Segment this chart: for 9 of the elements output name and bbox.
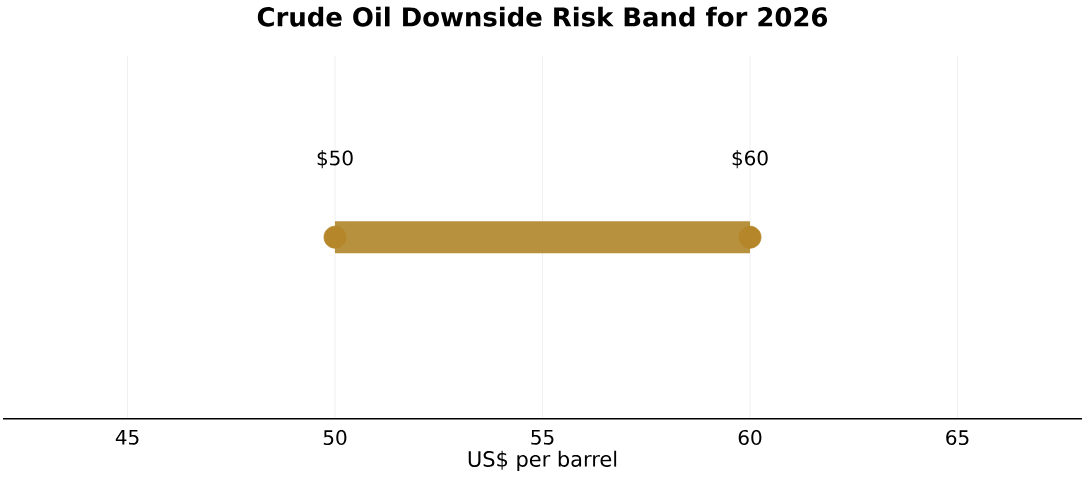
x-tick-label: 60 xyxy=(738,430,762,446)
x-tick-label: 45 xyxy=(115,430,139,445)
x-axis-title: US$ per barrel xyxy=(468,450,617,472)
x-tick-label: 65 xyxy=(946,430,969,446)
annotation: $60 xyxy=(732,150,768,169)
x-tick-label: 55 xyxy=(531,430,554,445)
annotation: $50 xyxy=(317,150,353,169)
chart-title: Crude Oil Downside Risk Band for 2026 xyxy=(257,6,828,27)
x-tick-label: 50 xyxy=(323,430,347,446)
